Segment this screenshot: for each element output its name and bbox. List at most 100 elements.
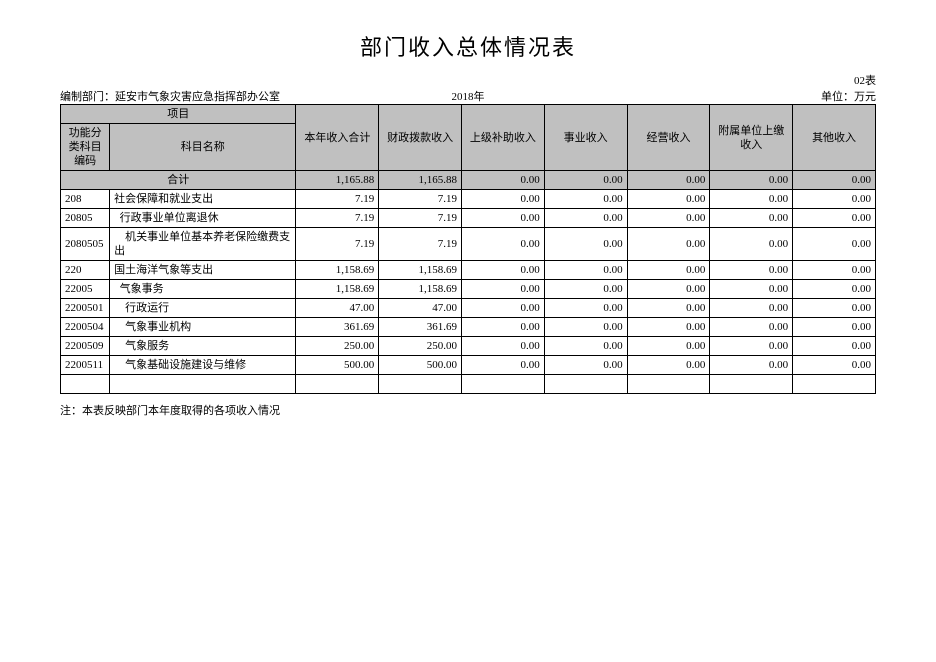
table-row: 2200509 气象服务250.00250.000.000.000.000.00… (61, 337, 876, 356)
row-value: 0.00 (627, 299, 710, 318)
row-value: 0.00 (710, 318, 793, 337)
empty-row (61, 375, 876, 394)
total-value: 0.00 (462, 171, 545, 190)
empty-cell (379, 375, 462, 394)
row-value: 0.00 (462, 356, 545, 375)
row-value: 0.00 (462, 190, 545, 209)
table-number: 02表 (60, 72, 876, 88)
row-name: 行政运行 (110, 299, 296, 318)
row-value: 250.00 (379, 337, 462, 356)
row-code: 20805 (61, 209, 110, 228)
row-code: 220 (61, 261, 110, 280)
meta-row: 编制部门：延安市气象灾害应急指挥部办公室 2018年 单位：万元 (60, 88, 876, 104)
row-value: 0.00 (793, 261, 876, 280)
total-label: 合计 (61, 171, 296, 190)
meta-unit: 单位：万元 (821, 88, 876, 104)
header-code: 功能分类科目编码 (61, 124, 110, 171)
row-value: 0.00 (710, 280, 793, 299)
empty-cell (61, 375, 110, 394)
empty-cell (462, 375, 545, 394)
row-value: 0.00 (462, 299, 545, 318)
row-code: 2080505 (61, 228, 110, 261)
total-value: 0.00 (627, 171, 710, 190)
row-value: 0.00 (627, 261, 710, 280)
row-value: 0.00 (627, 209, 710, 228)
row-name: 气象事务 (110, 280, 296, 299)
row-value: 0.00 (793, 228, 876, 261)
row-code: 2200509 (61, 337, 110, 356)
row-value: 0.00 (544, 209, 627, 228)
header-col-0: 本年收入合计 (296, 105, 379, 171)
table-row: 2200501 行政运行47.0047.000.000.000.000.000.… (61, 299, 876, 318)
header-project: 项目 (61, 105, 296, 124)
row-value: 0.00 (793, 356, 876, 375)
row-value: 0.00 (710, 337, 793, 356)
empty-cell (710, 375, 793, 394)
row-value: 250.00 (296, 337, 379, 356)
row-value: 0.00 (793, 280, 876, 299)
row-value: 0.00 (462, 280, 545, 299)
row-value: 0.00 (710, 209, 793, 228)
header-name: 科目名称 (110, 124, 296, 171)
row-value: 0.00 (793, 190, 876, 209)
row-name: 机关事业单位基本养老保险缴费支出 (110, 228, 296, 261)
total-value: 0.00 (544, 171, 627, 190)
header-col-3: 事业收入 (544, 105, 627, 171)
row-value: 0.00 (793, 337, 876, 356)
row-value: 0.00 (462, 209, 545, 228)
row-code: 2200511 (61, 356, 110, 375)
row-value: 0.00 (710, 299, 793, 318)
row-name: 社会保障和就业支出 (110, 190, 296, 209)
empty-cell (627, 375, 710, 394)
header-col-2: 上级补助收入 (462, 105, 545, 171)
row-value: 1,158.69 (379, 261, 462, 280)
empty-cell (793, 375, 876, 394)
header-col-1: 财政拨款收入 (379, 105, 462, 171)
row-code: 2200501 (61, 299, 110, 318)
row-value: 0.00 (627, 228, 710, 261)
row-value: 47.00 (296, 299, 379, 318)
row-value: 0.00 (544, 356, 627, 375)
row-name: 气象事业机构 (110, 318, 296, 337)
row-value: 0.00 (462, 318, 545, 337)
row-code: 208 (61, 190, 110, 209)
row-value: 0.00 (544, 280, 627, 299)
empty-cell (110, 375, 296, 394)
row-value: 0.00 (544, 228, 627, 261)
header-col-4: 经营收入 (627, 105, 710, 171)
row-value: 0.00 (627, 318, 710, 337)
row-value: 7.19 (379, 190, 462, 209)
row-value: 0.00 (710, 228, 793, 261)
row-value: 0.00 (544, 190, 627, 209)
empty-cell (544, 375, 627, 394)
row-code: 2200504 (61, 318, 110, 337)
row-value: 0.00 (710, 356, 793, 375)
row-value: 0.00 (627, 356, 710, 375)
row-value: 500.00 (379, 356, 462, 375)
row-value: 1,158.69 (296, 280, 379, 299)
row-value: 0.00 (627, 190, 710, 209)
table-row: 2200504 气象事业机构361.69361.690.000.000.000.… (61, 318, 876, 337)
row-value: 0.00 (793, 318, 876, 337)
total-value: 0.00 (710, 171, 793, 190)
table-row: 20805 行政事业单位离退休7.197.190.000.000.000.000… (61, 209, 876, 228)
total-value: 0.00 (793, 171, 876, 190)
row-value: 0.00 (544, 261, 627, 280)
row-value: 7.19 (296, 190, 379, 209)
header-col-6: 其他收入 (793, 105, 876, 171)
row-name: 国土海洋气象等支出 (110, 261, 296, 280)
row-value: 0.00 (462, 261, 545, 280)
income-table: 项目 本年收入合计 财政拨款收入 上级补助收入 事业收入 经营收入 附属单位上缴… (60, 104, 876, 394)
row-value: 361.69 (379, 318, 462, 337)
row-value: 0.00 (544, 299, 627, 318)
row-value: 0.00 (793, 209, 876, 228)
row-code: 22005 (61, 280, 110, 299)
total-value: 1,165.88 (379, 171, 462, 190)
row-name: 行政事业单位离退休 (110, 209, 296, 228)
row-name: 气象基础设施建设与维修 (110, 356, 296, 375)
row-value: 0.00 (627, 280, 710, 299)
table-row: 2200511 气象基础设施建设与维修500.00500.000.000.000… (61, 356, 876, 375)
table-row: 2080505 机关事业单位基本养老保险缴费支出7.197.190.000.00… (61, 228, 876, 261)
row-value: 0.00 (793, 299, 876, 318)
row-value: 7.19 (379, 228, 462, 261)
